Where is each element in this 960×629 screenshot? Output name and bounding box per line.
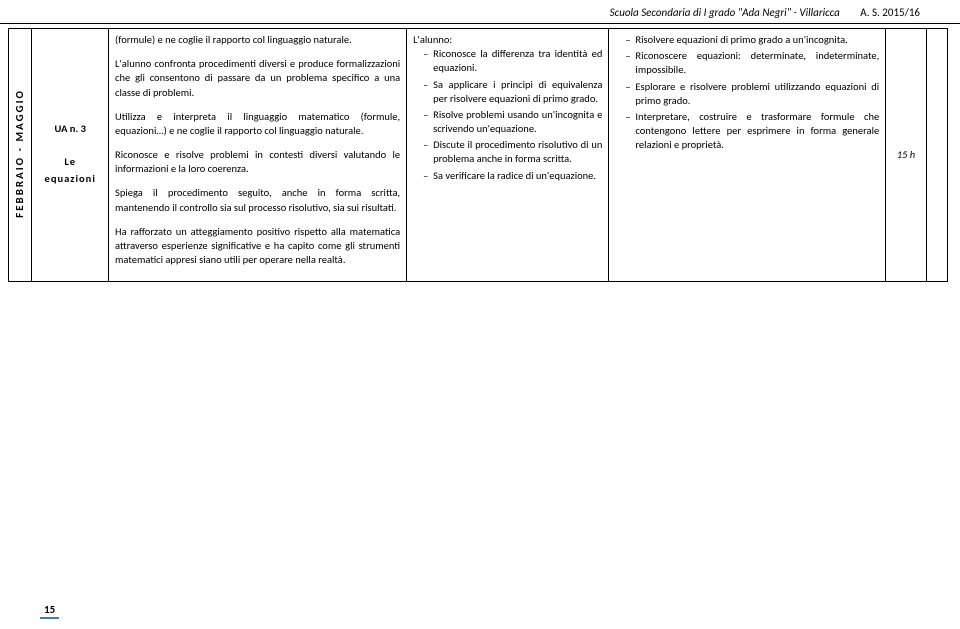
- list-item: Riconoscere equazioni: determinate, inde…: [625, 49, 879, 77]
- list-item: Interpretare, costruire e trasformare fo…: [625, 110, 879, 153]
- list-item: Risolve problemi usando un'incognita e s…: [423, 108, 602, 136]
- list-item: Discute il procedimento risolutivo di un…: [423, 138, 602, 166]
- description-cell: (formule) e ne coglie il rapporto col li…: [109, 29, 407, 282]
- unit-cell: UA n. 3 Le equazioni: [32, 29, 109, 282]
- student-heading: L'alunno:: [413, 33, 602, 47]
- desc-paragraph: L'alunno confronta procedimenti diversi …: [115, 57, 400, 100]
- student-cell: L'alunno: Riconosce la differenza tra id…: [407, 29, 609, 282]
- empty-cell: [926, 29, 947, 282]
- list-item: Sa applicare i principi di equivalenza p…: [423, 78, 602, 106]
- list-item: Riconosce la differenza tra identità ed …: [423, 47, 602, 75]
- objectives-cell: Risolvere equazioni di primo grado a un'…: [609, 29, 886, 282]
- objectives-list: Risolvere equazioni di primo grado a un'…: [615, 33, 879, 152]
- page-footer: 15: [40, 603, 59, 619]
- unit-number: UA n. 3: [38, 122, 102, 136]
- curriculum-table: FEBBRAIO - MAGGIO UA n. 3 Le equazioni (…: [8, 28, 948, 282]
- hours-value: 15 h: [897, 148, 915, 161]
- desc-paragraph: Riconosce e risolve problemi in contesti…: [115, 148, 400, 176]
- page-header: Scuola Secondaria di I grado "Ada Negri"…: [0, 0, 960, 24]
- school-year: A. S. 2015/16: [860, 6, 920, 19]
- list-item: Esplorare e risolvere problemi utilizzan…: [625, 80, 879, 108]
- desc-paragraph: (formule) e ne coglie il rapporto col li…: [115, 33, 400, 47]
- student-list: Riconosce la differenza tra identità ed …: [413, 47, 602, 183]
- period-cell: FEBBRAIO - MAGGIO: [9, 29, 32, 282]
- desc-paragraph: Utilizza e interpreta il linguaggio mate…: [115, 110, 400, 138]
- list-item: Risolvere equazioni di primo grado a un'…: [625, 33, 879, 47]
- school-name: Scuola Secondaria di I grado "Ada Negri"…: [610, 6, 840, 19]
- list-item: Sa verificare la radice di un'equazione.: [423, 169, 602, 183]
- desc-paragraph: Spiega il procedimento seguito, anche in…: [115, 186, 400, 214]
- table-row: FEBBRAIO - MAGGIO UA n. 3 Le equazioni (…: [9, 29, 948, 282]
- hours-cell: 15 h: [886, 29, 926, 282]
- unit-title: Le equazioni: [38, 154, 102, 188]
- page-number: 15: [40, 603, 59, 619]
- period-label: FEBBRAIO - MAGGIO: [13, 89, 28, 218]
- desc-paragraph: Ha rafforzato un atteggiamento positivo …: [115, 225, 400, 268]
